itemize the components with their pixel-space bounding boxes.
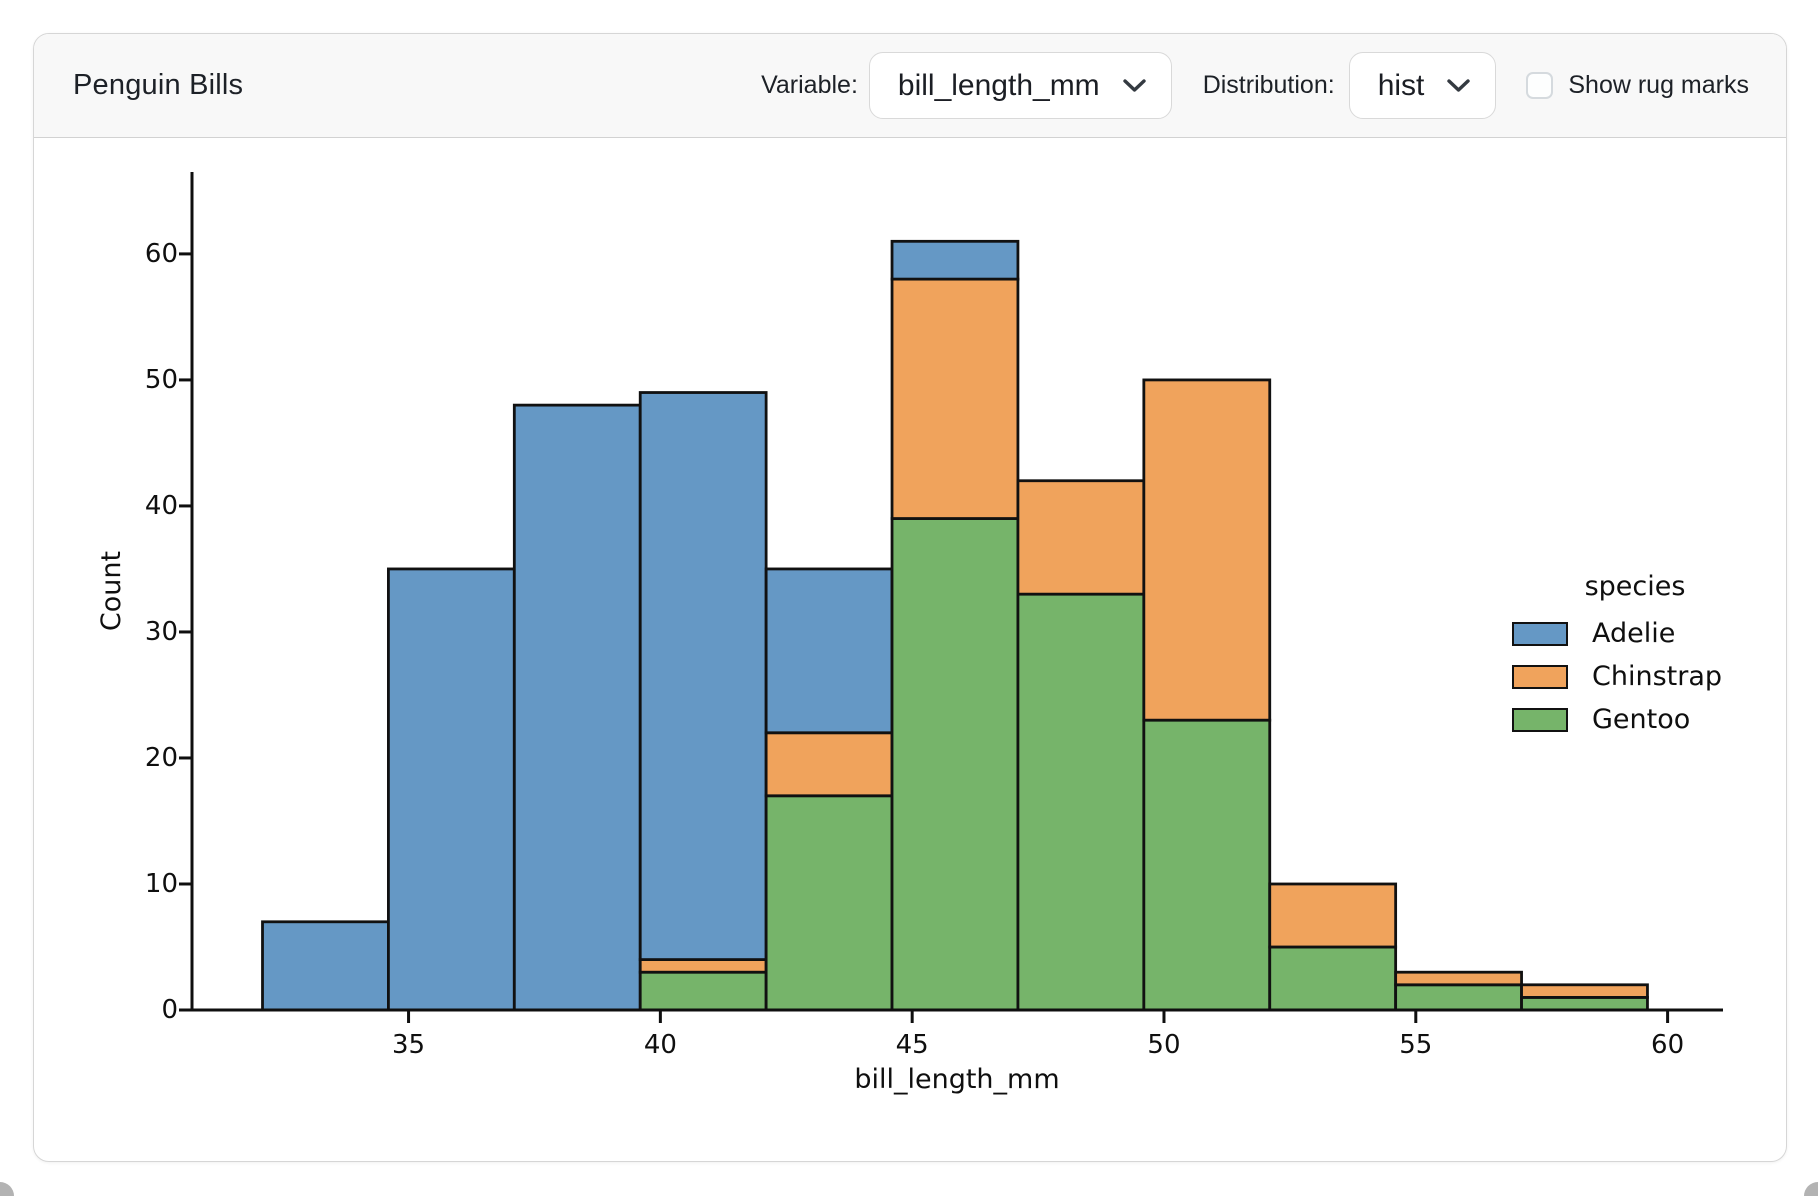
bar-segment-chinstrap xyxy=(1394,970,1523,987)
bar-segment-gentoo xyxy=(890,517,1020,1012)
bar-segment-adelie xyxy=(387,567,516,1012)
variable-select[interactable]: bill_length_mm xyxy=(868,52,1172,119)
show-rug-label: Show rug marks xyxy=(1568,71,1749,99)
variable-select-value: bill_length_mm xyxy=(897,68,1100,102)
viewport-corner xyxy=(1804,1182,1818,1196)
bar-segment-chinstrap xyxy=(1520,983,1649,999)
bar-segment-adelie xyxy=(638,391,768,961)
bar-segment-gentoo xyxy=(764,794,894,1012)
chevron-down-icon xyxy=(1122,78,1147,94)
distribution-select[interactable]: hist xyxy=(1348,52,1497,119)
bar-segment-gentoo xyxy=(1016,592,1146,1012)
bar-segment-adelie xyxy=(764,567,894,735)
bar-segment-adelie xyxy=(890,239,1020,281)
card-header: Penguin Bills Variable: bill_length_mm D… xyxy=(34,34,1786,138)
show-rug-checkbox[interactable] xyxy=(1526,72,1554,99)
bar-segment-gentoo xyxy=(638,970,768,1012)
bar-segment-chinstrap xyxy=(1016,479,1146,596)
bar-segment-chinstrap xyxy=(638,958,768,974)
bar-segment-adelie xyxy=(261,920,390,1012)
bar-segment-chinstrap xyxy=(1268,882,1398,949)
distribution-label: Distribution: xyxy=(1202,71,1335,99)
bar-segment-adelie xyxy=(512,403,642,1012)
bar-segment-gentoo xyxy=(1394,983,1523,1012)
bar-segment-chinstrap xyxy=(890,277,1020,520)
bar-segment-gentoo xyxy=(1268,945,1398,1012)
bar-segment-gentoo xyxy=(1142,718,1272,1012)
bar-segment-gentoo xyxy=(1520,995,1649,1012)
page-title: Penguin Bills xyxy=(73,69,244,101)
bar-segment-chinstrap xyxy=(764,731,894,798)
variable-label: Variable: xyxy=(761,71,858,99)
chevron-down-icon xyxy=(1446,78,1471,94)
bar-segment-chinstrap xyxy=(1142,378,1272,722)
distribution-select-value: hist xyxy=(1377,68,1425,102)
